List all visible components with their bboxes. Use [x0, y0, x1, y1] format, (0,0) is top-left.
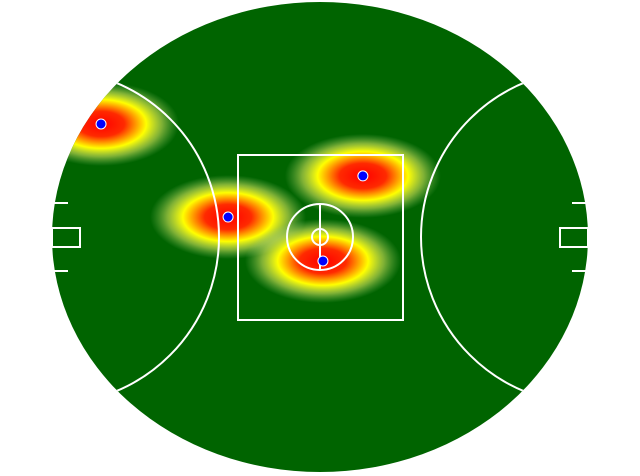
- point: [317, 255, 329, 267]
- point: [95, 118, 107, 130]
- field-lines: [52, 69, 588, 405]
- point: [357, 170, 369, 182]
- point: [222, 211, 234, 223]
